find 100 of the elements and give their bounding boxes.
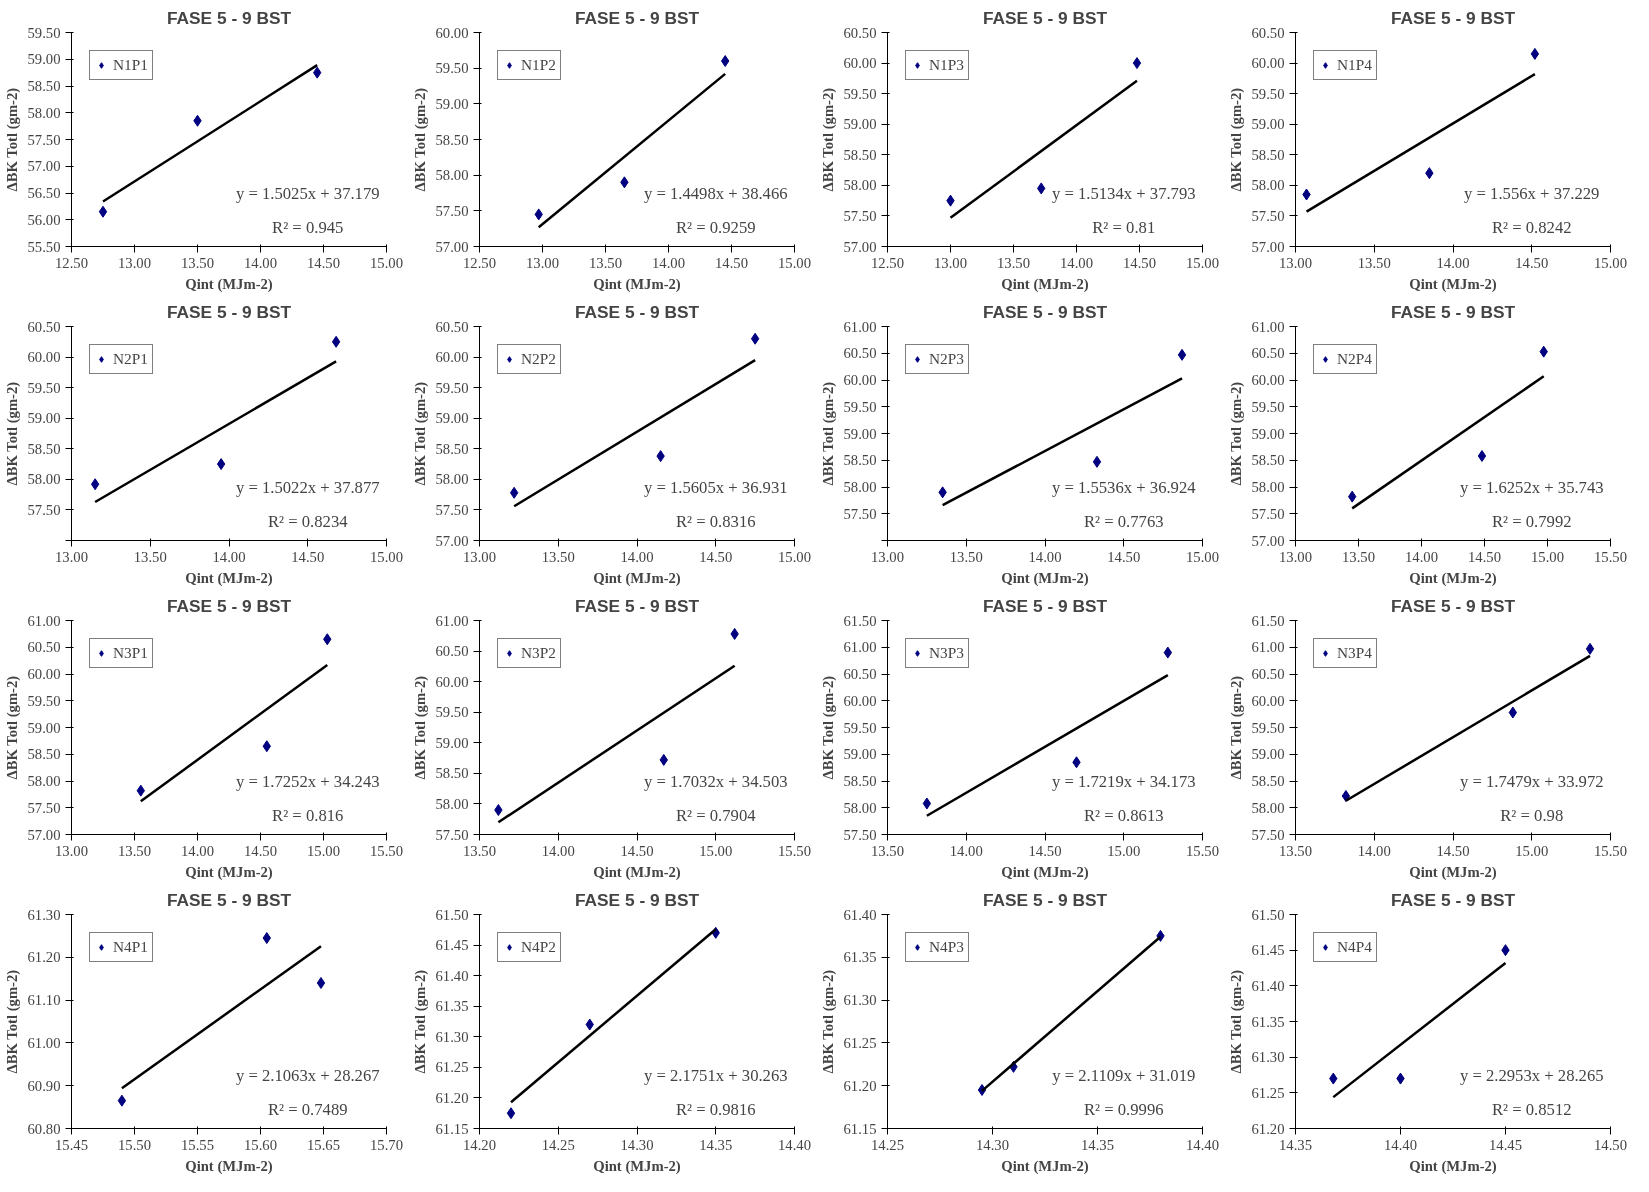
x-tick-label: 14.50 [1123, 254, 1156, 271]
y-tick-label: 59.50 [27, 24, 61, 41]
y-tick-label: 58.50 [1251, 773, 1285, 789]
legend-label: N4P3 [929, 938, 964, 956]
x-tick-label: 13.00 [1279, 254, 1312, 271]
x-tick-label: 15.00 [778, 548, 811, 565]
x-tick-label: 14.50 [244, 842, 277, 859]
y-tick-label: 59.00 [843, 746, 877, 763]
annotation: y = 1.5134x + 37.793 [1051, 183, 1196, 203]
y-tick-label: 58.50 [27, 440, 61, 457]
annotation: y = 1.556x + 37.229 [1464, 183, 1600, 203]
x-tick-label: 13.00 [55, 548, 88, 565]
x-tick-label: 15.65 [307, 1136, 340, 1153]
y-tick-label: 58.00 [1251, 177, 1285, 194]
y-tick-label: 60.00 [1251, 372, 1285, 388]
y-tick-label: 58.00 [27, 471, 61, 488]
x-tick-label: 14.25 [541, 1136, 575, 1153]
x-tick-label: 13.50 [1342, 548, 1375, 565]
x-axis-title: Qint (MJm-2) [1409, 569, 1497, 587]
x-tick-label: 14.50 [1107, 548, 1141, 565]
x-tick-label: 14.00 [1436, 254, 1470, 271]
y-tick-label: 59.50 [1251, 719, 1285, 736]
x-tick-label: 12.50 [55, 254, 88, 271]
chart-title: FASE 5 - 9 BST [574, 889, 700, 910]
y-tick-label: 61.30 [1251, 1049, 1285, 1066]
y-tick-label: 60.80 [27, 1120, 61, 1137]
y-tick-label: 59.00 [435, 95, 469, 112]
y-axis-title: ΔBK Totl (gm-2) [1227, 381, 1245, 486]
annotation: R² = 0.81 [1092, 217, 1156, 237]
annotation: y = 1.7252x + 34.243 [235, 771, 380, 791]
y-tick-label: 60.00 [1251, 692, 1285, 709]
x-axis-title: Qint (MJm-2) [593, 275, 681, 293]
x-tick-label: 15.50 [778, 842, 811, 859]
x-tick-label: 14.50 [1515, 254, 1549, 271]
x-tick-label: 14.50 [715, 254, 748, 271]
legend-label: N3P4 [1337, 644, 1372, 662]
y-tick-label: 60.00 [843, 372, 877, 388]
y-tick-label: 61.40 [435, 967, 469, 984]
y-tick-label: 58.00 [435, 167, 469, 184]
x-tick-label: 14.00 [949, 842, 983, 859]
x-tick-label: 13.50 [541, 548, 575, 565]
legend-label: N3P3 [929, 644, 964, 662]
x-axis-title: Qint (MJm-2) [185, 275, 273, 293]
x-tick-label: 13.50 [133, 548, 167, 565]
x-tick-label: 13.50 [463, 842, 496, 859]
y-tick-label: 61.45 [1251, 942, 1285, 959]
y-tick-label: 60.50 [1251, 666, 1285, 682]
x-tick-label: 13.00 [118, 254, 151, 271]
y-axis-title: ΔBK Totl (gm-2) [819, 969, 837, 1074]
x-tick-label: 15.00 [1107, 842, 1141, 859]
y-tick-label: 57.00 [1251, 532, 1285, 549]
y-tick-label: 60.00 [843, 692, 877, 709]
x-tick-label: 14.30 [620, 1136, 654, 1153]
x-tick-label: 15.55 [181, 1136, 214, 1153]
x-axis-title: Qint (MJm-2) [593, 863, 681, 881]
y-tick-label: 58.50 [435, 765, 469, 782]
legend-label: N1P1 [113, 56, 148, 74]
y-tick-label: 60.50 [843, 666, 877, 682]
x-axis-title: Qint (MJm-2) [185, 1157, 273, 1175]
annotation: y = 2.1063x + 28.267 [235, 1065, 380, 1085]
y-tick-label: 58.00 [843, 799, 877, 816]
x-tick-label: 13.50 [871, 842, 904, 859]
x-axis-title: Qint (MJm-2) [1001, 275, 1089, 293]
x-axis-title: Qint (MJm-2) [185, 569, 273, 587]
y-tick-label: 61.35 [1251, 1013, 1285, 1030]
annotation: R² = 0.9259 [675, 217, 756, 237]
x-tick-label: 14.00 [181, 842, 214, 859]
x-tick-label: 13.00 [55, 842, 88, 859]
annotation: R² = 0.8613 [1083, 805, 1164, 825]
chart-title: FASE 5 - 9 BST [166, 889, 292, 910]
annotation: R² = 0.8234 [267, 511, 349, 531]
x-tick-label: 14.50 [1436, 842, 1470, 859]
y-tick-label: 58.00 [843, 479, 877, 495]
y-tick-label: 61.00 [1251, 318, 1285, 335]
x-tick-label: 14.00 [244, 254, 277, 271]
x-tick-label: 15.45 [55, 1136, 88, 1153]
x-tick-label: 15.60 [244, 1136, 277, 1153]
legend-label: N3P1 [113, 644, 148, 662]
chart-title: FASE 5 - 9 BST [1390, 889, 1516, 910]
y-tick-label: 61.00 [27, 612, 61, 629]
y-tick-label: 57.50 [1251, 207, 1285, 224]
x-tick-label: 13.50 [1279, 842, 1312, 859]
y-tick-label: 59.00 [435, 410, 469, 427]
y-tick-label: 59.00 [27, 410, 61, 427]
x-tick-label: 13.00 [1279, 548, 1312, 565]
y-tick-label: 59.00 [843, 425, 877, 442]
y-tick-label: 61.00 [843, 318, 877, 335]
y-tick-label: 59.00 [1251, 116, 1285, 133]
y-tick-label: 59.00 [843, 116, 877, 133]
chart-title: FASE 5 - 9 BST [982, 595, 1108, 616]
annotation: R² = 0.816 [272, 805, 344, 825]
y-tick-label: 60.00 [27, 666, 61, 682]
y-tick-label: 59.50 [843, 85, 877, 102]
annotation: R² = 0.7763 [1083, 511, 1164, 531]
y-tick-label: 58.50 [435, 131, 469, 148]
x-tick-label: 13.50 [181, 254, 214, 271]
legend-label: N3P2 [521, 644, 556, 662]
y-tick-label: 55.50 [27, 238, 61, 255]
annotation: y = 2.1109x + 31.019 [1052, 1065, 1196, 1085]
y-axis-title: ΔBK Totl (gm-2) [819, 675, 837, 780]
